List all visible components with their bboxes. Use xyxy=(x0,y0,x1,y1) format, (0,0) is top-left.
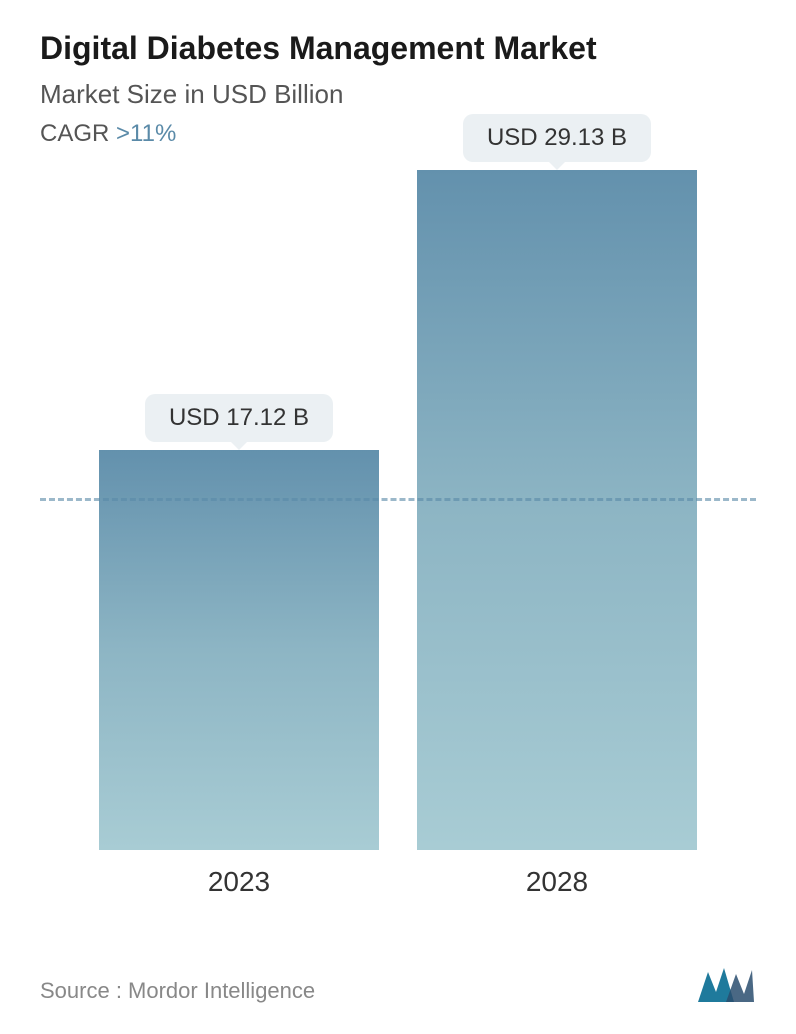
chart-title: Digital Diabetes Management Market xyxy=(40,30,756,67)
cagr-value: >11% xyxy=(116,120,176,147)
source-text: Source : Mordor Intelligence xyxy=(40,978,315,1004)
bar-group-2023: USD 17.12 B 2023 xyxy=(99,394,379,898)
chart-area: USD 17.12 B 2023 USD 29.13 B 2028 xyxy=(40,178,756,898)
bar-group-2028: USD 29.13 B 2028 xyxy=(417,114,697,898)
value-label-2023: USD 17.12 B xyxy=(145,394,333,442)
bars-container: USD 17.12 B 2023 USD 29.13 B 2028 xyxy=(40,178,756,898)
reference-line xyxy=(40,498,756,501)
cagr-prefix: CAGR xyxy=(40,120,116,147)
bar-2023 xyxy=(99,450,379,850)
bar-2028 xyxy=(417,170,697,850)
chart-subtitle: Market Size in USD Billion xyxy=(40,79,756,110)
value-label-2028: USD 29.13 B xyxy=(463,114,651,162)
footer: Source : Mordor Intelligence xyxy=(40,964,756,1004)
brand-logo-icon xyxy=(696,964,756,1004)
category-label-2028: 2028 xyxy=(526,866,588,898)
category-label-2023: 2023 xyxy=(208,866,270,898)
